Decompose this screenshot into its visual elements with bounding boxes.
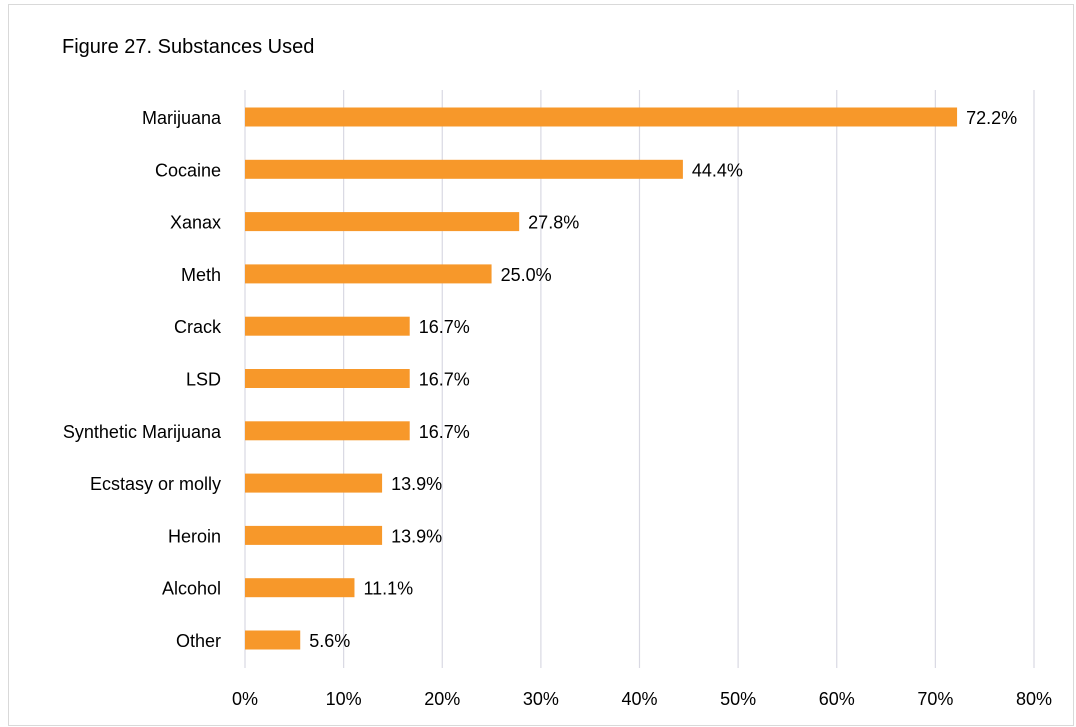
category-label: Crack: [174, 317, 222, 337]
x-tick-label: 80%: [1016, 689, 1052, 709]
data-label: 44.4%: [692, 160, 743, 180]
x-tick-label: 70%: [917, 689, 953, 709]
category-label: LSD: [186, 370, 221, 390]
bar: [245, 369, 410, 388]
data-label: 13.9%: [391, 474, 442, 494]
x-tick-label: 20%: [424, 689, 460, 709]
bar: [245, 630, 301, 650]
data-label: 16.7%: [419, 370, 470, 390]
x-tick-label: 10%: [326, 689, 362, 709]
x-tick-label: 50%: [720, 689, 756, 709]
category-label: Marijuana: [142, 108, 222, 128]
data-labels: 72.2% 44.4% 27.8% 25.0% 16.7% 16.7% 16.7% 13.9%…: [309, 108, 1017, 651]
x-tick-label: 40%: [621, 689, 657, 709]
x-tick-label: 0%: [232, 689, 258, 709]
bar: [245, 316, 410, 336]
category-label: Other: [176, 631, 221, 651]
bar: [245, 107, 958, 127]
x-tick-label: 60%: [819, 689, 855, 709]
category-label: Alcohol: [162, 579, 221, 599]
data-label: 72.2%: [966, 108, 1017, 128]
data-label: 25.0%: [501, 265, 552, 285]
gridlines: [244, 90, 1035, 668]
data-label: 5.6%: [309, 631, 350, 651]
x-tick-label: 30%: [523, 689, 559, 709]
category-labels: Marijuana Cocaine Xanax Meth Crack LSD Synthet…: [63, 108, 222, 651]
data-label: 16.7%: [419, 317, 470, 337]
category-label: Meth: [181, 265, 221, 285]
data-label: 16.7%: [419, 422, 470, 442]
bar: [245, 473, 383, 493]
bar: [245, 159, 683, 179]
data-label: 11.1%: [363, 579, 413, 599]
category-label: Cocaine: [155, 160, 221, 180]
category-label: Xanax: [170, 213, 221, 233]
data-label: 13.9%: [391, 526, 442, 546]
category-label: Ecstasy or molly: [90, 474, 221, 494]
category-label: Synthetic Marijuana: [63, 422, 222, 442]
bar: [245, 264, 492, 284]
bar: [245, 525, 383, 545]
chart-title: Figure 27. Substances Used: [62, 36, 315, 58]
bars: [245, 107, 958, 650]
category-label: Heroin: [168, 526, 221, 546]
bar: [245, 212, 520, 232]
bar: [245, 421, 410, 441]
data-label: 27.8%: [528, 213, 579, 233]
x-tick-labels: 0% 10% 20% 30% 40% 50% 60% 70% 80%: [232, 689, 1052, 709]
bar: [245, 578, 355, 598]
